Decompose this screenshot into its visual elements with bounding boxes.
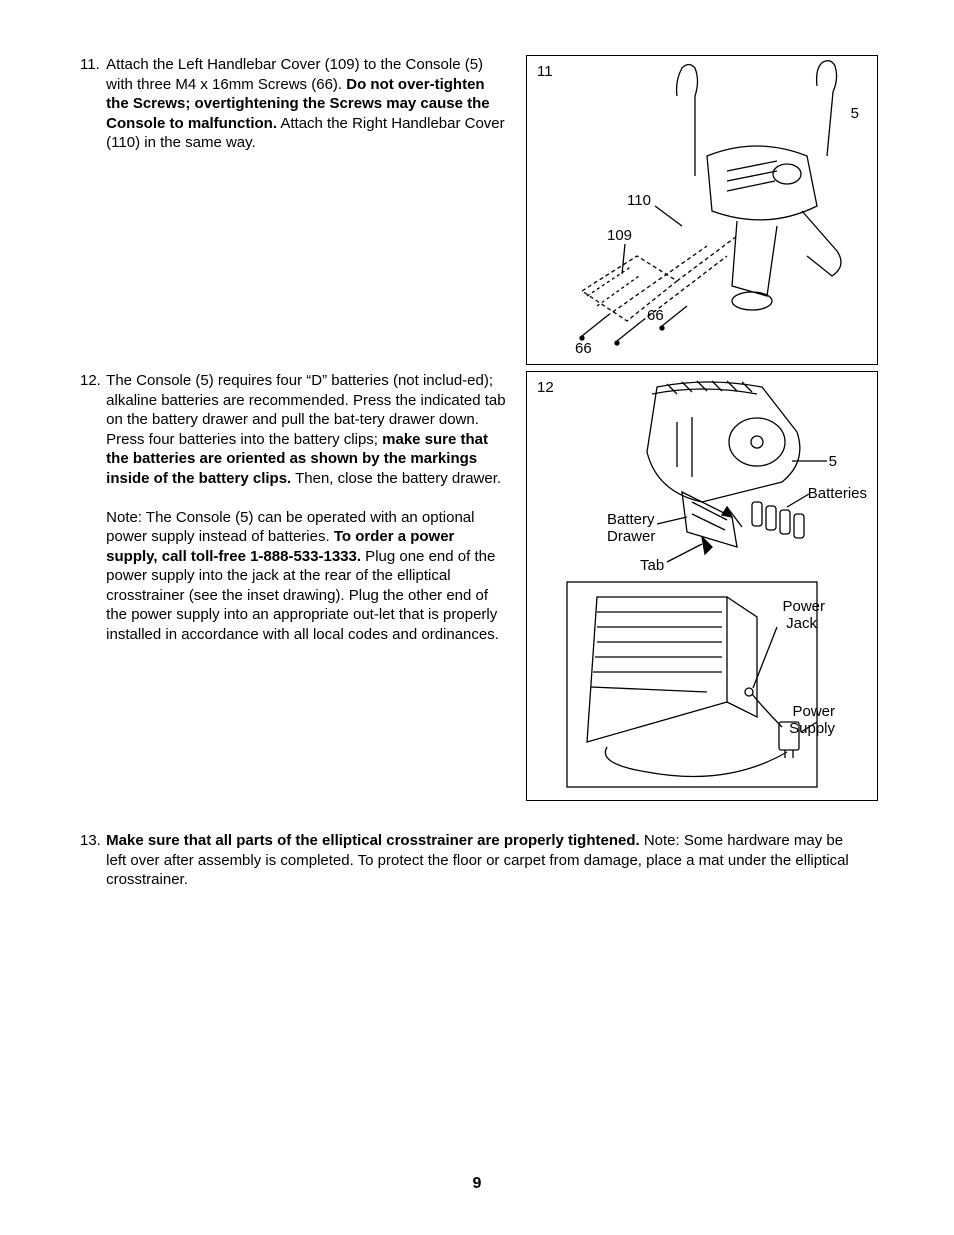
step-12-body: The Console (5) requires four “D” batter… <box>106 371 506 644</box>
figure-12-label-tab: Tab <box>640 556 664 576</box>
step-13-number: 13. <box>80 831 102 851</box>
step-11-text: 11. Attach the Left Handlebar Cover (109… <box>80 55 510 153</box>
figure-11: 11 5 110 109 66 66 <box>526 55 878 365</box>
step-11-body: Attach the Left Handlebar Cover (109) to… <box>106 55 506 153</box>
step-11-row: 11. Attach the Left Handlebar Cover (109… <box>80 55 874 365</box>
figure-11-drawing <box>527 56 877 364</box>
step-12-p1-post: Then, close the battery drawer. <box>291 470 501 487</box>
page: 11. Attach the Left Handlebar Cover (109… <box>0 0 954 1235</box>
figure-12-label-power-supply-2: Supply <box>789 719 835 739</box>
figure-11-label-109: 109 <box>607 226 632 246</box>
figure-12-label-battery-drawer-2: Drawer <box>607 527 655 547</box>
step-12-number: 12. <box>80 371 102 391</box>
figure-11-label-66a: 66 <box>647 306 664 326</box>
step-13-body: Make sure that all parts of the elliptic… <box>106 831 866 890</box>
figure-11-label-5: 5 <box>851 104 859 124</box>
page-number: 9 <box>0 1174 954 1195</box>
step-12-p1: The Console (5) requires four “D” batter… <box>106 372 505 487</box>
step-12-p2: Note: The Console (5) can be operated wi… <box>106 509 499 643</box>
step-11-number: 11. <box>80 55 102 75</box>
figure-12-label-batteries: Batteries <box>808 484 867 504</box>
figure-12: 12 5 Batteries Battery Drawer Tab Power … <box>526 371 878 801</box>
figure-12-label-power-jack-2: Jack <box>786 614 817 634</box>
step-12-text: 12. The Console (5) requires four “D” ba… <box>80 371 510 644</box>
figure-11-label-66b: 66 <box>575 339 592 359</box>
figure-11-label-110: 110 <box>627 191 651 211</box>
step-13-bold: Make sure that all parts of the elliptic… <box>106 832 640 849</box>
step-12-row: 12. The Console (5) requires four “D” ba… <box>80 371 874 801</box>
figure-12-label-5: 5 <box>829 452 837 472</box>
figure-11-number: 11 <box>537 62 553 82</box>
figure-12-number: 12 <box>537 378 554 398</box>
step-13-row: 13. Make sure that all parts of the elli… <box>80 831 874 890</box>
